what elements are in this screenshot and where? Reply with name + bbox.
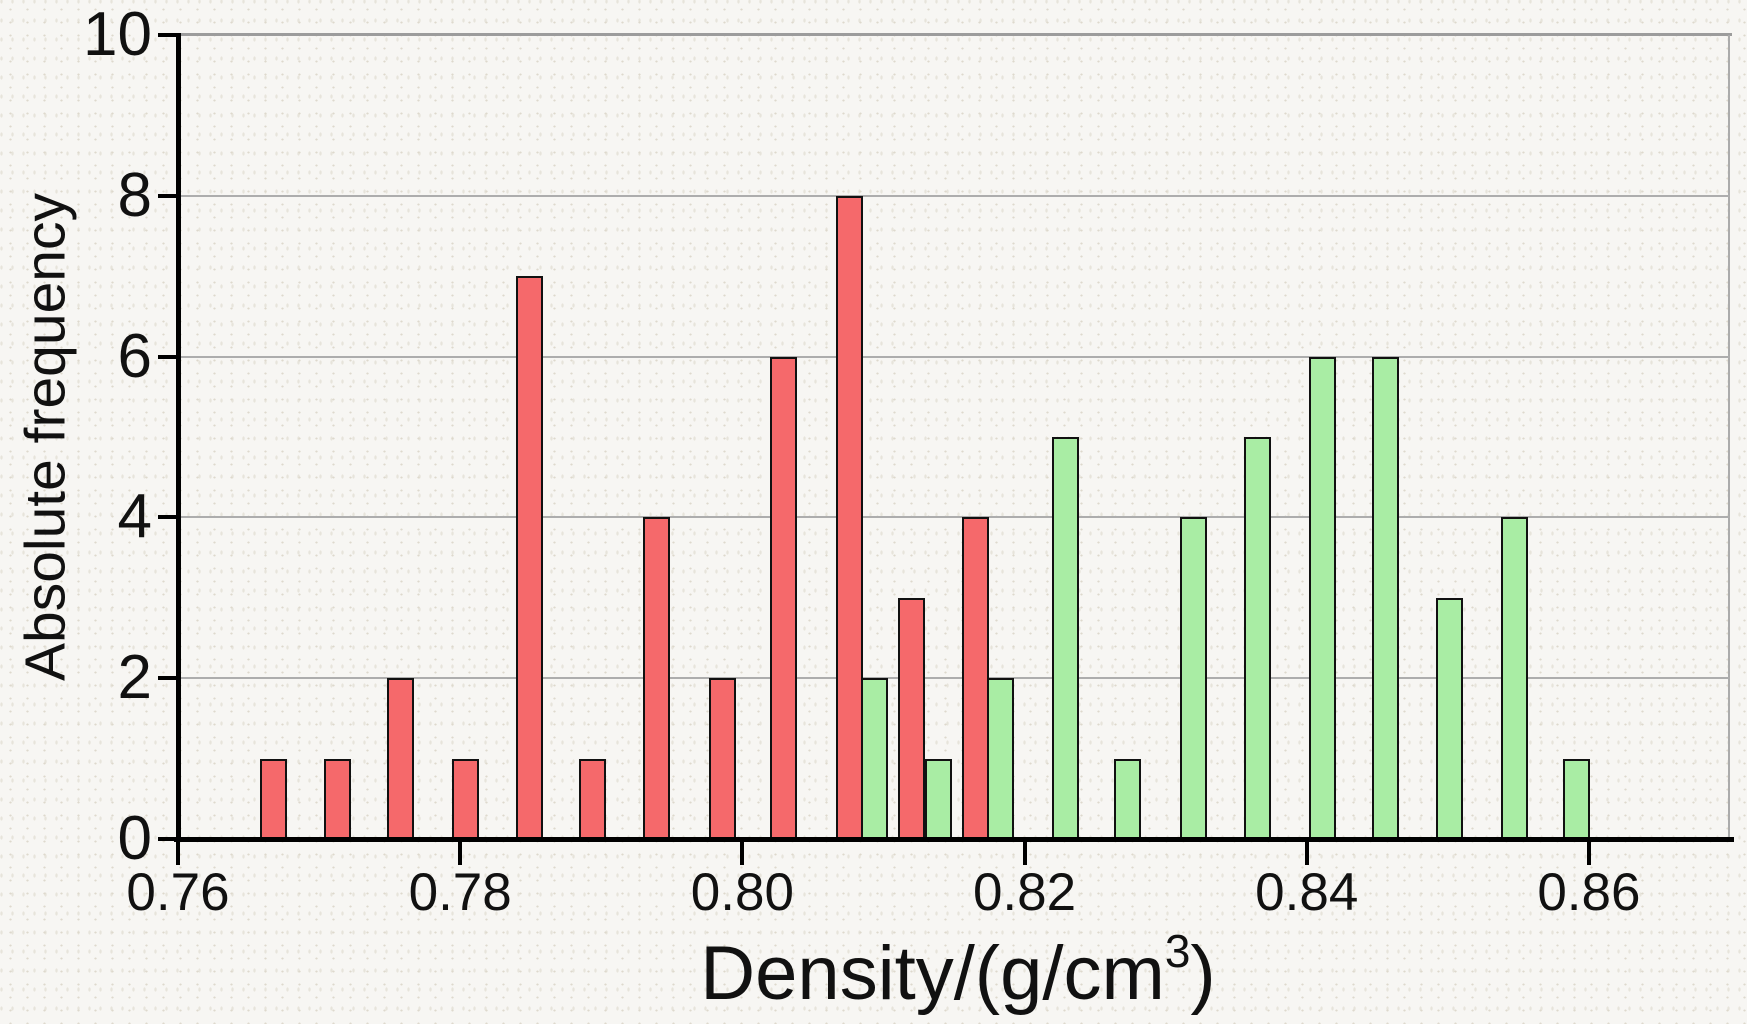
y-tick-10 — [158, 33, 178, 37]
x-axis-title-superscript: 3 — [1164, 925, 1191, 977]
x-tick-label-0.86: 0.86 — [1537, 863, 1641, 922]
x-tick-label-0.82: 0.82 — [972, 863, 1077, 922]
bar-green-sample — [1372, 356, 1400, 841]
bar-red-sample — [452, 758, 480, 841]
y-tick-0 — [158, 837, 178, 841]
bar-red-sample — [898, 597, 926, 841]
bar-red-sample — [642, 517, 670, 841]
y-tick-label-10: 10 — [83, 0, 152, 69]
gridline-y8 — [178, 194, 1730, 197]
bar-green-sample — [1500, 517, 1528, 841]
x-axis-line — [174, 837, 1734, 842]
x-tick-0.76 — [176, 841, 180, 865]
gridline-y2 — [178, 677, 1730, 680]
bar-green-sample — [1435, 597, 1463, 841]
x-tick-0.82 — [1022, 841, 1027, 865]
y-tick-label-2: 2 — [117, 643, 152, 713]
plot-right-border — [1728, 35, 1730, 839]
bar-red-sample — [515, 276, 543, 841]
x-axis-title-text: Density/(g/cm — [700, 931, 1165, 1016]
plot-top-border — [178, 33, 1732, 36]
x-tick-0.78 — [458, 841, 463, 865]
bar-green-sample — [1562, 758, 1590, 841]
x-tick-label-0.76: 0.76 — [126, 863, 230, 922]
bar-red-sample — [836, 195, 864, 841]
bar-red-sample — [961, 517, 989, 841]
bar-green-sample — [1180, 517, 1208, 841]
y-tick-4 — [158, 515, 178, 520]
y-tick-2 — [158, 676, 178, 681]
bar-green-sample — [1308, 356, 1336, 841]
x-axis-title-closing: ) — [1190, 931, 1216, 1016]
x-tick-0.86 — [1586, 841, 1591, 865]
y-tick-8 — [158, 193, 178, 198]
y-tick-label-6: 6 — [117, 321, 152, 391]
bar-green-sample — [1114, 758, 1142, 841]
bar-red-sample — [323, 758, 351, 841]
x-tick-label-0.78: 0.78 — [408, 863, 512, 922]
x-tick-label-0.80: 0.80 — [690, 863, 794, 922]
y-tick-label-8: 8 — [117, 160, 152, 230]
x-tick-0.84 — [1304, 841, 1309, 865]
y-tick-label-0: 0 — [117, 804, 152, 873]
bar-green-sample — [861, 678, 889, 841]
bar-red-sample — [709, 678, 737, 841]
y-axis-title: Absolute frequency — [13, 193, 78, 681]
bar-red-sample — [387, 678, 415, 841]
y-axis-line — [176, 33, 181, 842]
bar-green-sample — [1051, 437, 1079, 841]
x-tick-label-0.84: 0.84 — [1255, 863, 1359, 922]
bar-red-sample — [579, 758, 607, 841]
gridline-y6 — [178, 355, 1730, 358]
x-axis-title: Density/(g/cm3) — [700, 928, 1216, 1016]
bar-green-sample — [1243, 437, 1271, 841]
bar-green-sample — [924, 758, 952, 841]
bar-red-sample — [260, 758, 288, 841]
y-tick-label-4: 4 — [117, 482, 152, 552]
bar-green-sample — [987, 678, 1015, 841]
bar-red-sample — [769, 356, 797, 841]
y-tick-6 — [158, 354, 178, 359]
gridline-y4 — [178, 516, 1730, 519]
x-tick-0.80 — [740, 841, 745, 865]
